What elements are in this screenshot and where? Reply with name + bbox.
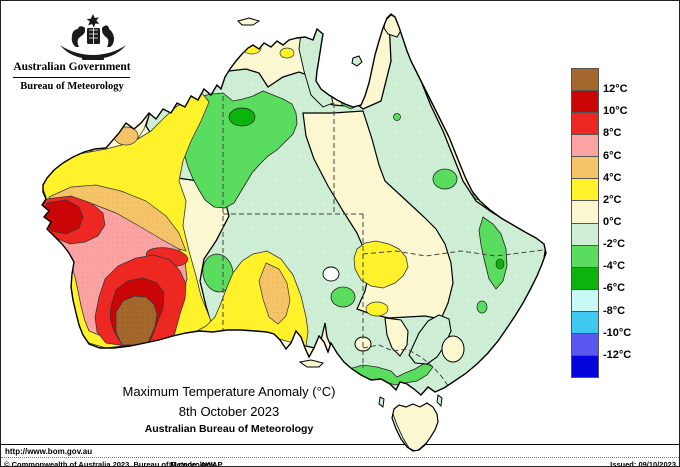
legend-cell-11	[571, 310, 599, 334]
legend-label--12C: -12°C	[603, 348, 632, 361]
footer-issued-date: Issued: 09/10/2023	[610, 460, 676, 467]
region-green-qld-3	[393, 113, 401, 121]
legend-label-8C: 8°C	[603, 127, 622, 140]
region-lg-darwin-2	[241, 32, 255, 42]
region-orange-sa-core	[258, 262, 291, 325]
legend-label-4C: 4°C	[603, 171, 622, 184]
region-green-nullarbor	[202, 253, 234, 293]
legend-label--6C: -6°C	[603, 282, 626, 295]
legend-cell-4	[571, 156, 599, 180]
legend-cell-1	[571, 90, 599, 114]
wattle-branch-icon	[60, 45, 126, 59]
coat-of-arms	[60, 14, 126, 60]
legend-cell-10	[571, 288, 599, 312]
region-brown-southwest-core	[115, 295, 158, 346]
footer-divider	[1, 444, 679, 445]
legend-cell-6	[571, 200, 599, 224]
region-cream-finger-vic	[384, 317, 409, 357]
legend-label--2C: -2°C	[603, 238, 626, 251]
legend-cell-12	[571, 332, 599, 357]
footer-url: http://www.bom.gov.au	[5, 447, 93, 456]
legend-label--8C: -8°C	[603, 304, 626, 317]
region-orange-kalbarri	[42, 227, 51, 247]
region-yellow-nt-2	[279, 47, 295, 59]
header-government-title: Australian Government	[13, 61, 131, 73]
legend-label-0C: 0°C	[603, 216, 622, 228]
star-icon	[86, 14, 100, 28]
legend-cell-2	[571, 112, 599, 136]
map-title: Maximum Temperature Anomaly (°C)	[122, 384, 336, 399]
legend-cell-5	[571, 178, 599, 202]
region-green-nsw-south-coast	[476, 300, 488, 314]
legend-cell-0	[571, 68, 599, 92]
legend-label-6C: 6°C	[603, 149, 622, 162]
region-green-qld-1	[432, 168, 458, 190]
lake-eyre	[322, 266, 340, 282]
map-title-block: Maximum Temperature Anomaly (°C) 8th Oct…	[59, 384, 399, 435]
region-green-central	[180, 90, 298, 209]
color-scale-legend	[571, 68, 599, 379]
header-rule	[13, 77, 130, 78]
footer-copyright: © Commonwealth of Australia 2023, Bureau…	[4, 460, 216, 467]
region-dark-green-coast-dot	[495, 258, 505, 270]
region-green-nsw-north-coast	[478, 216, 508, 290]
legend-label-12C: 12°C	[603, 83, 628, 96]
map-source: Australian Bureau of Meteorology	[144, 423, 314, 435]
region-dark-green-core	[228, 107, 256, 127]
header-bureau-title: Bureau of Meteorology	[20, 81, 124, 92]
emu-icon	[102, 25, 114, 47]
region-green-sa-spot	[330, 286, 356, 308]
region-yellow-sw-qld	[353, 240, 409, 289]
state-borders	[222, 96, 544, 387]
legend-cell-3	[571, 134, 599, 158]
region-yellow-nw-nsw	[365, 301, 389, 317]
legend-label--10C: -10°C	[603, 326, 632, 339]
legend-cell-8	[571, 244, 599, 268]
legend-cell-13	[571, 355, 599, 379]
footer-divider-dotted	[1, 457, 679, 458]
map-date: 8th October 2023	[178, 404, 280, 419]
region-orange-dampier	[113, 126, 139, 146]
legend-cell-9	[571, 266, 599, 290]
footer-id-code: ID code: AWAP	[169, 460, 223, 467]
legend-label--4C: -4°C	[603, 260, 626, 273]
region-cream-gippsland	[441, 335, 465, 363]
legend-label-2C: 2°C	[603, 193, 622, 206]
legend-label-10C: 10°C	[603, 105, 628, 118]
legend-cell-7	[571, 222, 599, 246]
kangaroo-icon	[71, 26, 85, 47]
